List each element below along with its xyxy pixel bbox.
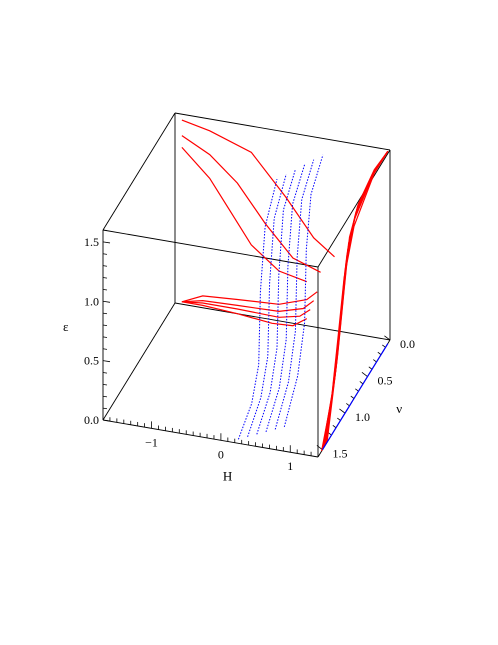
y-tick	[377, 351, 382, 355]
box-edge-4	[102, 229, 319, 268]
y-tick	[350, 395, 355, 399]
z-tick	[102, 383, 108, 386]
series-0-curve-5	[181, 301, 311, 318]
y-tick	[384, 335, 391, 341]
series-0-curve-4	[181, 299, 315, 313]
z-tick	[102, 348, 108, 350]
series-0-curve-2	[181, 146, 308, 283]
curves-layer	[181, 119, 389, 452]
y-tick	[328, 432, 332, 436]
z-tick	[102, 277, 108, 279]
series-0-curve-1	[181, 135, 321, 273]
z-tick-label: 0.0	[84, 413, 99, 427]
z-tick-label: 0.5	[84, 354, 99, 368]
series-1-curve-1	[321, 150, 389, 450]
series-1-curve-2	[322, 150, 389, 449]
z-tick-label: 1.5	[84, 235, 99, 249]
y-tick-label: 0.0	[400, 337, 415, 351]
y-tick	[346, 403, 350, 407]
box-edge-5	[317, 149, 391, 268]
series-0-curve-6	[181, 301, 308, 327]
z-tick	[102, 395, 108, 398]
y-tick-label: 1.0	[355, 410, 370, 424]
z-tick	[102, 265, 108, 267]
y-tick	[355, 388, 359, 392]
y-tick	[339, 408, 346, 414]
series-3-curve-0	[237, 178, 278, 440]
y-tick	[359, 381, 364, 385]
series-0-curve-3	[181, 291, 318, 305]
axis-ticks: −1 0 1 0.0 0.5 1.0 1.5 0.0 0.5 1.0 1.5	[84, 229, 415, 473]
bounding-box	[102, 112, 391, 458]
z-tick	[102, 300, 111, 303]
z-tick	[102, 407, 108, 410]
series-3-curve-2	[256, 169, 296, 435]
y-tick	[368, 366, 373, 370]
y-tick	[382, 344, 386, 348]
z-tick	[102, 241, 111, 244]
series-3-curve-5	[283, 154, 324, 428]
z-axis-label: ε	[63, 319, 69, 334]
box-edge-7	[174, 112, 391, 151]
series-3-curve-3	[265, 164, 306, 433]
y-tick	[332, 425, 337, 429]
series-2-curve-0	[321, 343, 389, 451]
series-1-curve-5	[325, 150, 389, 444]
series-3-curve-1	[247, 174, 287, 437]
z-tick	[102, 324, 108, 326]
z-tick	[102, 360, 111, 363]
z-tick	[102, 312, 108, 315]
z-tick	[102, 253, 108, 255]
box-edge-0	[102, 419, 319, 458]
z-tick	[102, 288, 108, 291]
y-tick	[373, 359, 377, 363]
x-axis-label: H	[223, 468, 232, 483]
box-edge-2	[102, 302, 176, 421]
z-tick	[102, 419, 111, 422]
x-tick-label: 1	[287, 459, 293, 473]
y-axis-label: ν	[396, 401, 402, 416]
labels-layer: H ν ε	[63, 319, 402, 483]
x-tick-label: −1	[145, 435, 158, 449]
series-1-curve-4	[324, 150, 389, 446]
z-tick	[102, 336, 108, 338]
z-tick-label: 1.0	[84, 294, 99, 308]
series-1-curve-3	[323, 150, 389, 447]
series-0-curve-0	[181, 119, 335, 258]
y-tick	[361, 372, 368, 377]
z-tick	[102, 229, 108, 231]
z-tick	[102, 372, 108, 374]
series-1-curve-6	[326, 150, 389, 443]
box-edge-6	[102, 112, 176, 231]
y-tick-label: 0.5	[378, 374, 393, 388]
y-tick	[337, 417, 341, 421]
x-tick-label: 0	[218, 447, 224, 461]
y-tick-label: 1.5	[333, 447, 348, 461]
box-edge-3	[174, 302, 391, 341]
